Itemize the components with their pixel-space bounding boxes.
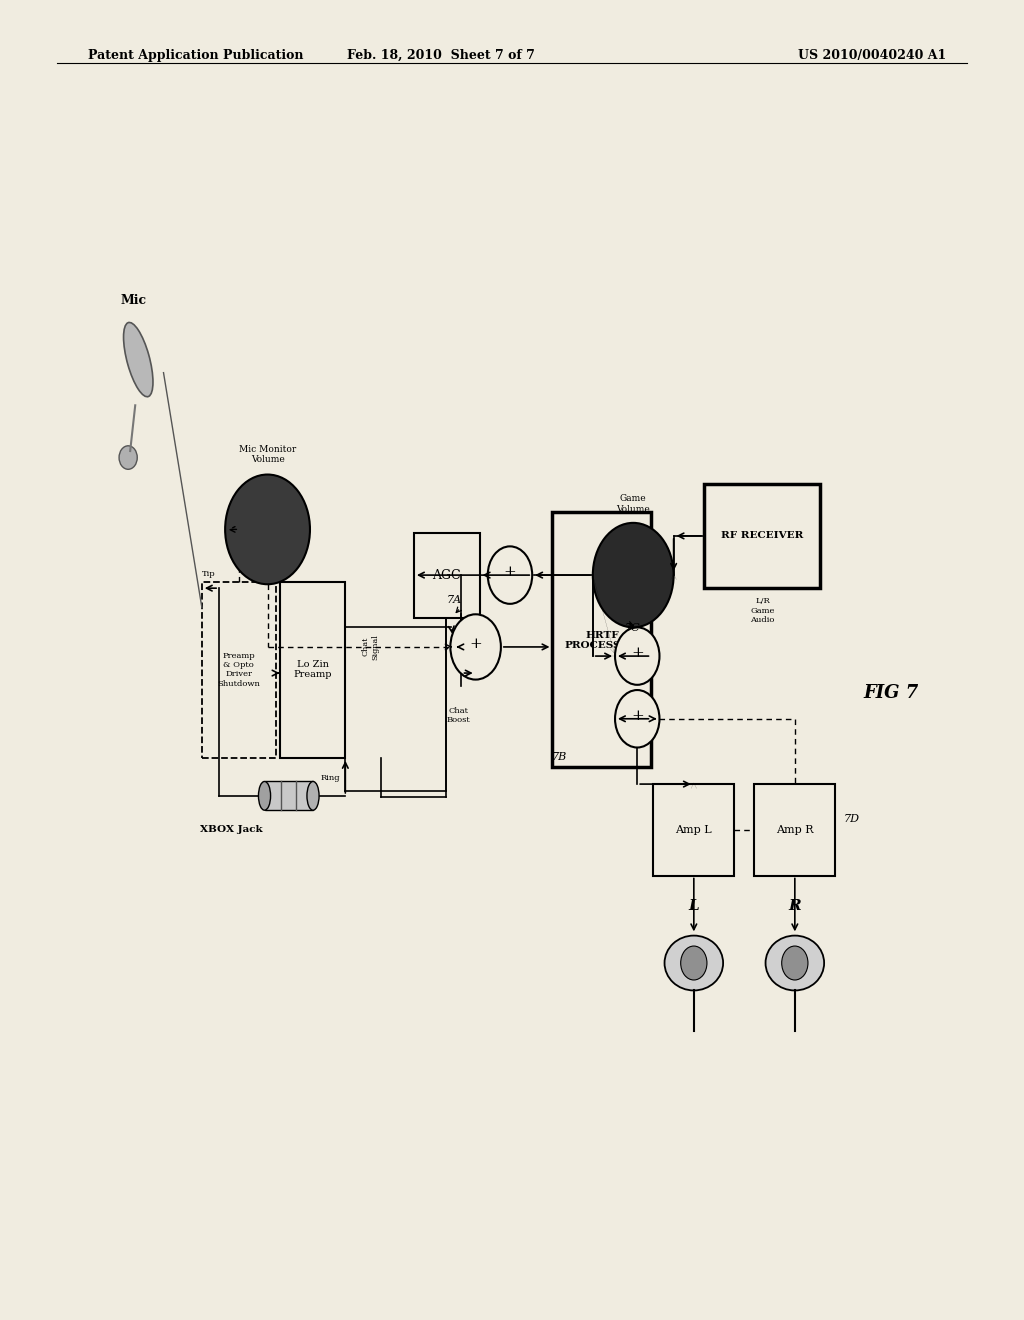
Text: 7B: 7B: [551, 752, 566, 762]
Bar: [414, 533, 479, 618]
Text: Mic: Mic: [120, 294, 146, 308]
Bar: [202, 582, 275, 758]
Ellipse shape: [766, 936, 824, 990]
Circle shape: [681, 946, 707, 979]
Text: 7C: 7C: [625, 623, 641, 634]
Bar: [280, 582, 345, 758]
Text: 7A: 7A: [446, 595, 462, 605]
Text: Lo Zin
Preamp: Lo Zin Preamp: [293, 660, 332, 680]
Text: Chat
Boost: Chat Boost: [446, 708, 470, 725]
Circle shape: [615, 627, 659, 685]
Ellipse shape: [258, 781, 270, 810]
Text: 7D: 7D: [844, 814, 859, 825]
Bar: [653, 784, 734, 875]
Ellipse shape: [124, 322, 153, 397]
Text: Ring: Ring: [321, 774, 340, 781]
Text: Tip: Tip: [202, 570, 216, 578]
Text: Chat
Signal: Chat Signal: [362, 634, 379, 660]
Text: AGC: AGC: [432, 569, 461, 582]
Text: Game
Volume: Game Volume: [616, 494, 650, 513]
Circle shape: [451, 614, 501, 680]
Text: XBOX Jack: XBOX Jack: [200, 825, 262, 833]
Text: +: +: [631, 647, 644, 660]
Bar: [552, 512, 651, 767]
Circle shape: [593, 523, 674, 627]
Ellipse shape: [307, 781, 319, 810]
Bar: [755, 784, 836, 875]
Text: Amp R: Amp R: [776, 825, 814, 834]
Text: HRTF
PROCESSOR: HRTF PROCESSOR: [565, 631, 639, 651]
Text: Amp L: Amp L: [676, 825, 712, 834]
Text: Mic Monitor
Volume: Mic Monitor Volume: [239, 445, 296, 465]
Circle shape: [225, 474, 310, 585]
Text: +: +: [469, 638, 482, 651]
Text: US 2010/0040240 A1: US 2010/0040240 A1: [798, 49, 946, 62]
Text: RF RECEIVER: RF RECEIVER: [721, 532, 803, 540]
Text: L/R
Game
Audio: L/R Game Audio: [751, 598, 775, 624]
Text: L: L: [688, 899, 699, 913]
Circle shape: [487, 546, 532, 603]
Text: +: +: [631, 709, 644, 723]
Text: Preamp
& Opto
Driver
Shutdown: Preamp & Opto Driver Shutdown: [217, 652, 260, 688]
Text: Patent Application Publication: Patent Application Publication: [88, 49, 303, 62]
Text: Feb. 18, 2010  Sheet 7 of 7: Feb. 18, 2010 Sheet 7 of 7: [347, 49, 536, 62]
Circle shape: [781, 946, 808, 979]
Ellipse shape: [665, 936, 723, 990]
Text: R: R: [788, 899, 801, 913]
Text: FIG 7: FIG 7: [863, 684, 919, 702]
Text: +: +: [504, 565, 516, 579]
Bar: [264, 781, 313, 810]
Bar: [703, 483, 820, 589]
Circle shape: [615, 690, 659, 747]
Circle shape: [119, 446, 137, 470]
